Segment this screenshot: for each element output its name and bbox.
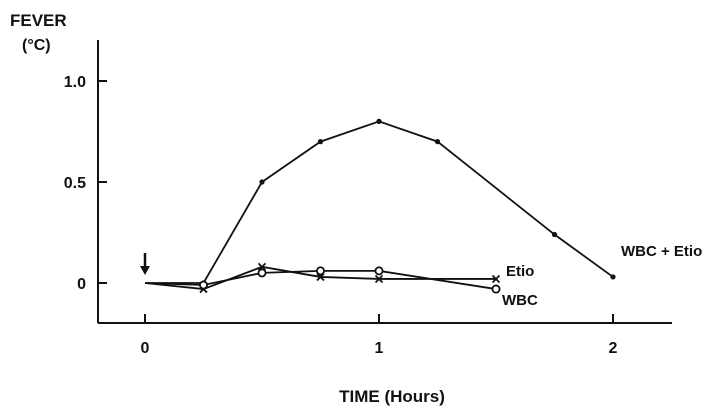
- data-point: [610, 274, 616, 280]
- series-line: [145, 120, 614, 284]
- data-point: [551, 231, 558, 238]
- y-axis-label-line2: (°C): [22, 37, 51, 54]
- data-point: [198, 280, 208, 290]
- data-point: [434, 139, 441, 145]
- data-point: [257, 268, 267, 278]
- x-stroke: [374, 274, 384, 284]
- data-point: [491, 274, 501, 284]
- data-point: [259, 179, 265, 185]
- x-axis-label: TIME (Hours): [339, 387, 445, 406]
- series-wbc: WBC: [144, 266, 538, 309]
- x-tick-label: 1: [375, 340, 384, 357]
- series-label: WBC: [502, 292, 538, 309]
- series-label: Etio: [506, 263, 534, 280]
- data-point: [315, 266, 325, 276]
- y-tick-label: 0.5: [64, 175, 86, 192]
- data-point: [317, 139, 324, 145]
- series-wbc-etio: WBC + Etio: [145, 118, 702, 286]
- axes: 0 0.5 1.0 0 1 2: [64, 40, 672, 357]
- y-tick-label: 1.0: [64, 74, 86, 91]
- series-line: [144, 269, 497, 290]
- y-tick-label: 0: [77, 276, 86, 293]
- x-stroke: [491, 274, 501, 284]
- data-point: [491, 284, 501, 294]
- y-axis-label-line1: FEVER: [10, 11, 67, 30]
- data-point: [374, 274, 384, 284]
- series-layer: WBC + Etio Etio WBC: [144, 118, 702, 309]
- data-point: [374, 266, 384, 276]
- series-label: WBC + Etio: [621, 243, 702, 260]
- data-point: [376, 118, 382, 124]
- injection-arrow-head: [140, 266, 150, 275]
- x-tick-label: 0: [141, 340, 150, 357]
- x-tick-label: 2: [609, 340, 618, 357]
